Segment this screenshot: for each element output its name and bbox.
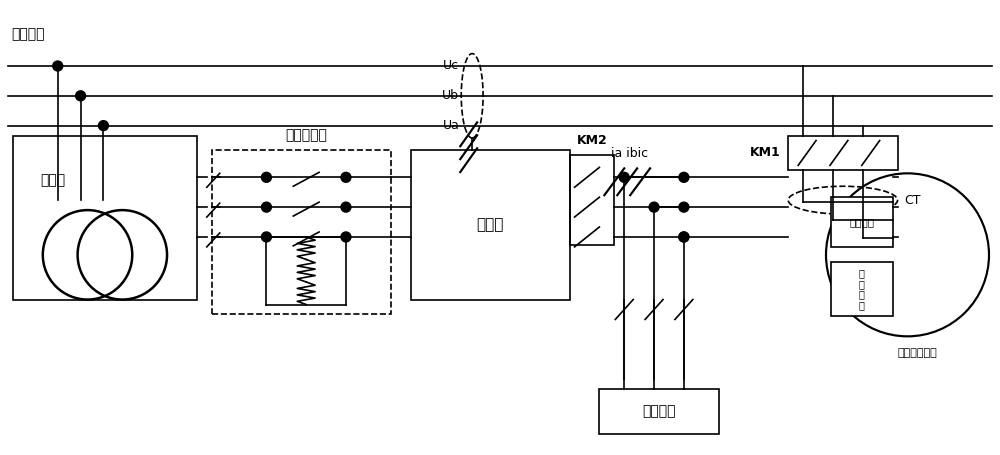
Bar <box>13 136 197 299</box>
Circle shape <box>679 232 689 242</box>
Text: Ua: Ua <box>442 119 459 132</box>
Text: 控
制
绕
组: 控 制 绕 组 <box>859 268 865 310</box>
Text: 变压器: 变压器 <box>40 173 65 187</box>
Text: Ub: Ub <box>442 89 459 102</box>
Text: Uc: Uc <box>443 60 459 72</box>
Circle shape <box>261 172 271 182</box>
Text: KM1: KM1 <box>750 147 780 159</box>
Circle shape <box>261 232 271 242</box>
Circle shape <box>53 61 63 71</box>
Bar <box>570 156 614 245</box>
Circle shape <box>341 232 351 242</box>
Circle shape <box>341 172 351 182</box>
Bar <box>599 389 719 434</box>
Bar <box>831 197 893 247</box>
Bar <box>212 151 391 314</box>
Bar <box>831 262 893 317</box>
Circle shape <box>98 121 108 131</box>
Bar <box>411 151 570 299</box>
Circle shape <box>679 232 689 242</box>
Circle shape <box>679 172 689 182</box>
Circle shape <box>649 202 659 212</box>
Text: ia ibic: ia ibic <box>611 147 648 161</box>
Text: 功率绕组: 功率绕组 <box>849 217 874 227</box>
Text: 控制器: 控制器 <box>476 217 504 233</box>
Text: KM2: KM2 <box>577 135 607 147</box>
Circle shape <box>679 202 689 212</box>
Circle shape <box>76 91 86 101</box>
Circle shape <box>341 202 351 212</box>
Circle shape <box>261 202 271 212</box>
Text: 启动装置: 启动装置 <box>642 404 676 418</box>
Text: CT: CT <box>905 194 921 207</box>
Bar <box>788 136 898 170</box>
Circle shape <box>619 172 629 182</box>
Text: 预充电装置: 预充电装置 <box>285 128 327 142</box>
Text: 无刷双馈电机: 无刷双馈电机 <box>898 348 937 358</box>
Text: 高压电网: 高压电网 <box>11 27 45 41</box>
